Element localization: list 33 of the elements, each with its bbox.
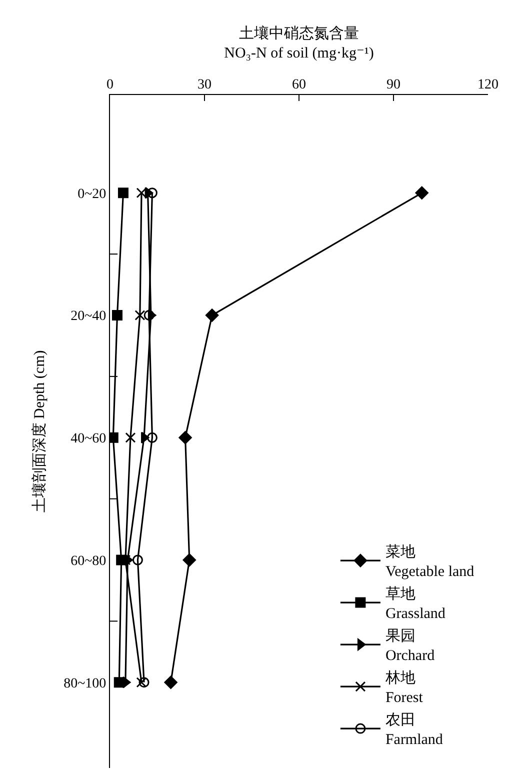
- point: [205, 308, 219, 322]
- point: [164, 676, 178, 689]
- x-tick-label: 120: [478, 77, 498, 92]
- legend-label: 草地 Grassland: [385, 586, 446, 622]
- point: [125, 432, 136, 443]
- legend-label: 菜地 Vegetable land: [385, 544, 475, 580]
- point: [178, 431, 192, 444]
- legend-label: 果园 Orchard: [385, 628, 436, 664]
- x-axis-title: 土壤中硝态氮含量 NO₃-N of soil (mg·kg⁻¹): [224, 25, 374, 62]
- y-tick-label: 80~100: [64, 676, 106, 692]
- point: [118, 188, 128, 198]
- x-tick-label: 60: [292, 77, 306, 92]
- x-tick-label: 90: [386, 77, 400, 92]
- point: [110, 432, 118, 443]
- point: [136, 677, 147, 688]
- point: [182, 553, 196, 567]
- point: [112, 310, 122, 320]
- point: [122, 676, 131, 688]
- x-tick-label: 0: [106, 77, 114, 92]
- point: [146, 432, 158, 443]
- legend-label: 林地 Forest: [384, 670, 424, 706]
- x-tick-label: 30: [198, 77, 212, 92]
- point: [134, 310, 146, 320]
- legend-label: 农田 Farmland: [385, 712, 444, 748]
- point: [138, 677, 150, 688]
- point: [132, 554, 143, 566]
- y-tick-label: 20~40: [70, 309, 106, 324]
- y-axis-title: 土壤剖面深度 Depth (cm): [30, 350, 48, 513]
- y-tick-label: 0~20: [78, 186, 106, 202]
- y-tick-label: 60~80: [70, 554, 106, 569]
- point: [144, 310, 154, 320]
- point: [415, 186, 428, 200]
- y-tick-label: 40~60: [70, 432, 106, 447]
